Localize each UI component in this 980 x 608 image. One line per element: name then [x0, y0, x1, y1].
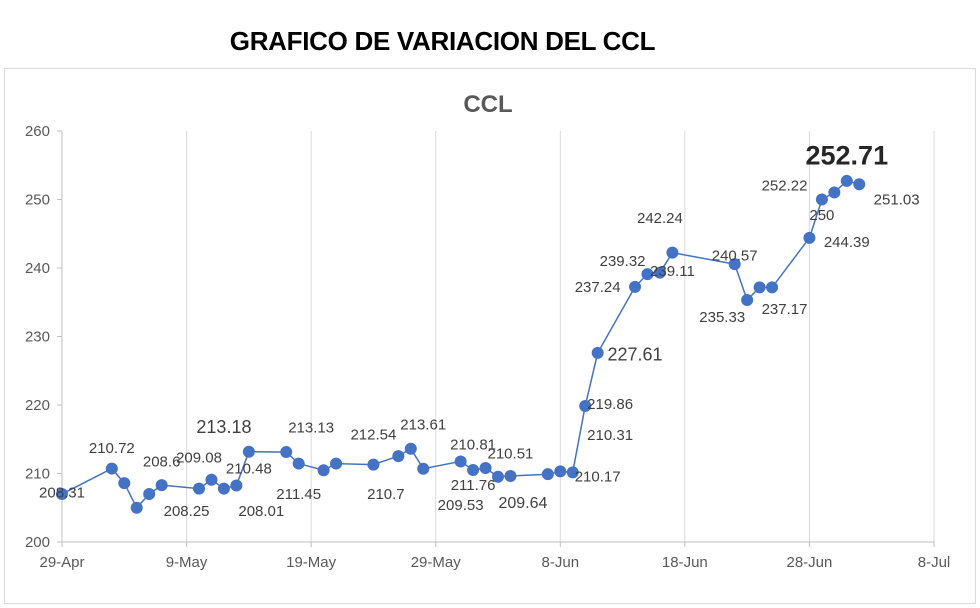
chart-title: CCL — [463, 91, 512, 118]
data-point — [242, 445, 255, 458]
y-tick-label: 200 — [25, 534, 50, 551]
data-point — [828, 186, 841, 199]
y-tick-label: 250 — [25, 192, 50, 209]
data-label: 211.45 — [276, 486, 321, 503]
data-point — [541, 468, 554, 481]
data-point — [392, 450, 405, 463]
data-label: 213.61 — [400, 417, 446, 434]
data-label: 208.6 — [143, 454, 181, 471]
data-label: 211.76 — [451, 477, 496, 494]
data-point — [417, 462, 430, 475]
x-tick-label: 29-May — [411, 554, 462, 571]
data-label: 239.11 — [650, 263, 695, 280]
data-point — [467, 464, 480, 477]
data-label: 244.39 — [824, 234, 870, 251]
y-tick-label: 260 — [25, 123, 50, 140]
data-label: 219.86 — [587, 396, 633, 413]
chart-axes: 29-Apr 9-May 19-May 29-May 8-Jun 18-Jun 28-Jun… — [25, 123, 950, 571]
data-label: 252.71 — [806, 141, 889, 171]
x-tick-label: 9-May — [166, 554, 208, 571]
data-label: 210.31 — [587, 427, 633, 444]
data-point — [629, 280, 642, 293]
data-point — [566, 466, 579, 479]
data-point — [317, 464, 330, 477]
data-label: 208.01 — [238, 503, 284, 520]
data-series — [56, 174, 866, 514]
data-point — [853, 178, 866, 191]
data-label: 213.18 — [196, 417, 251, 437]
y-tick-label: 230 — [25, 329, 50, 346]
data-point — [728, 258, 741, 271]
data-label: 209.53 — [438, 497, 484, 514]
data-label: 210.81 — [450, 437, 496, 454]
data-label: 210.51 — [488, 445, 534, 462]
data-label: 208.31 — [39, 484, 85, 501]
data-label: 250 — [809, 207, 834, 224]
data-point — [56, 488, 68, 501]
data-point — [504, 469, 517, 482]
data-point — [130, 501, 143, 514]
data-label: 212.54 — [350, 426, 396, 443]
data-label: 251.03 — [874, 191, 920, 208]
data-label: 252.22 — [762, 178, 808, 195]
data-label: 240.57 — [712, 247, 758, 264]
x-tick-label: 29-Apr — [39, 554, 84, 571]
data-point — [554, 465, 567, 478]
data-point — [454, 455, 467, 468]
data-point — [155, 479, 168, 492]
data-point — [292, 457, 305, 470]
data-point — [741, 293, 754, 306]
data-label: 209.08 — [176, 450, 222, 467]
data-label: 227.61 — [607, 344, 662, 364]
data-label: 237.24 — [575, 279, 621, 296]
data-point — [591, 346, 604, 359]
data-label: 242.24 — [637, 210, 683, 227]
data-point — [280, 446, 293, 459]
data-point — [479, 461, 492, 474]
y-tick-label: 240 — [25, 260, 50, 277]
data-point — [118, 477, 131, 490]
data-point — [579, 399, 592, 412]
data-point — [105, 462, 118, 475]
data-label: 210.48 — [226, 461, 272, 478]
data-point — [404, 442, 417, 455]
data-label: 210.72 — [89, 440, 135, 457]
data-point — [143, 488, 156, 501]
data-point — [803, 231, 816, 244]
x-tick-label: 8-Jun — [542, 554, 580, 571]
data-label: 237.17 — [762, 301, 808, 318]
data-point — [641, 268, 654, 281]
data-point — [330, 457, 343, 470]
data-point — [653, 266, 666, 279]
data-label: 210.17 — [575, 469, 621, 486]
data-point — [753, 281, 766, 294]
y-tick-label: 220 — [25, 397, 50, 414]
page-title: GRAFICO DE VARIACION DEL CCL — [229, 26, 656, 56]
chart-grid — [186, 131, 935, 542]
x-tick-label: 28-Jun — [786, 554, 832, 571]
x-tick-label: 19-May — [286, 554, 337, 571]
x-tick-label: 18-Jun — [662, 554, 708, 571]
data-label: 208.25 — [164, 503, 210, 520]
data-label: 239.32 — [600, 253, 646, 270]
x-tick-label: 8-Jul — [918, 554, 951, 571]
data-point — [815, 193, 828, 206]
data-point — [230, 479, 243, 492]
data-point — [840, 174, 853, 187]
data-point — [193, 482, 206, 495]
data-point — [666, 246, 679, 259]
data-point — [367, 458, 380, 471]
data-label: 213.13 — [288, 419, 334, 436]
data-label: 209.64 — [498, 495, 547, 512]
y-tick-label: 210 — [25, 466, 50, 483]
chart-frame — [4, 68, 976, 604]
data-labels: 208.31 210.72 208.6 208.25 209.08 213.18 210.4… — [39, 141, 920, 520]
data-point — [766, 281, 779, 294]
data-point — [205, 473, 218, 486]
data-label: 210.7 — [367, 486, 405, 503]
data-point — [492, 470, 504, 483]
data-label: 235.33 — [699, 309, 745, 326]
data-point — [217, 482, 230, 495]
